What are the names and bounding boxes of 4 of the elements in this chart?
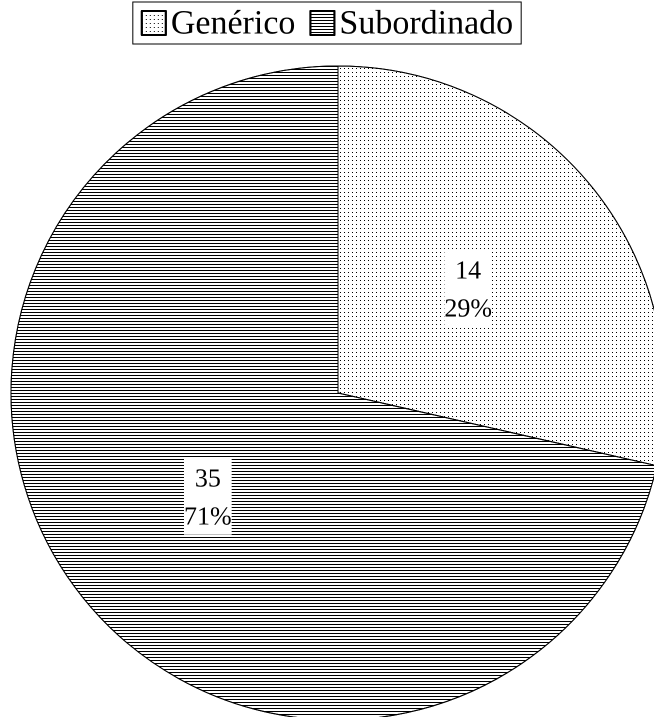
legend-label: Subordinado (339, 4, 514, 42)
data-label: 14 29% (444, 256, 492, 323)
data-label: 35 71% (184, 463, 232, 530)
legend-label: Genérico (170, 4, 296, 42)
